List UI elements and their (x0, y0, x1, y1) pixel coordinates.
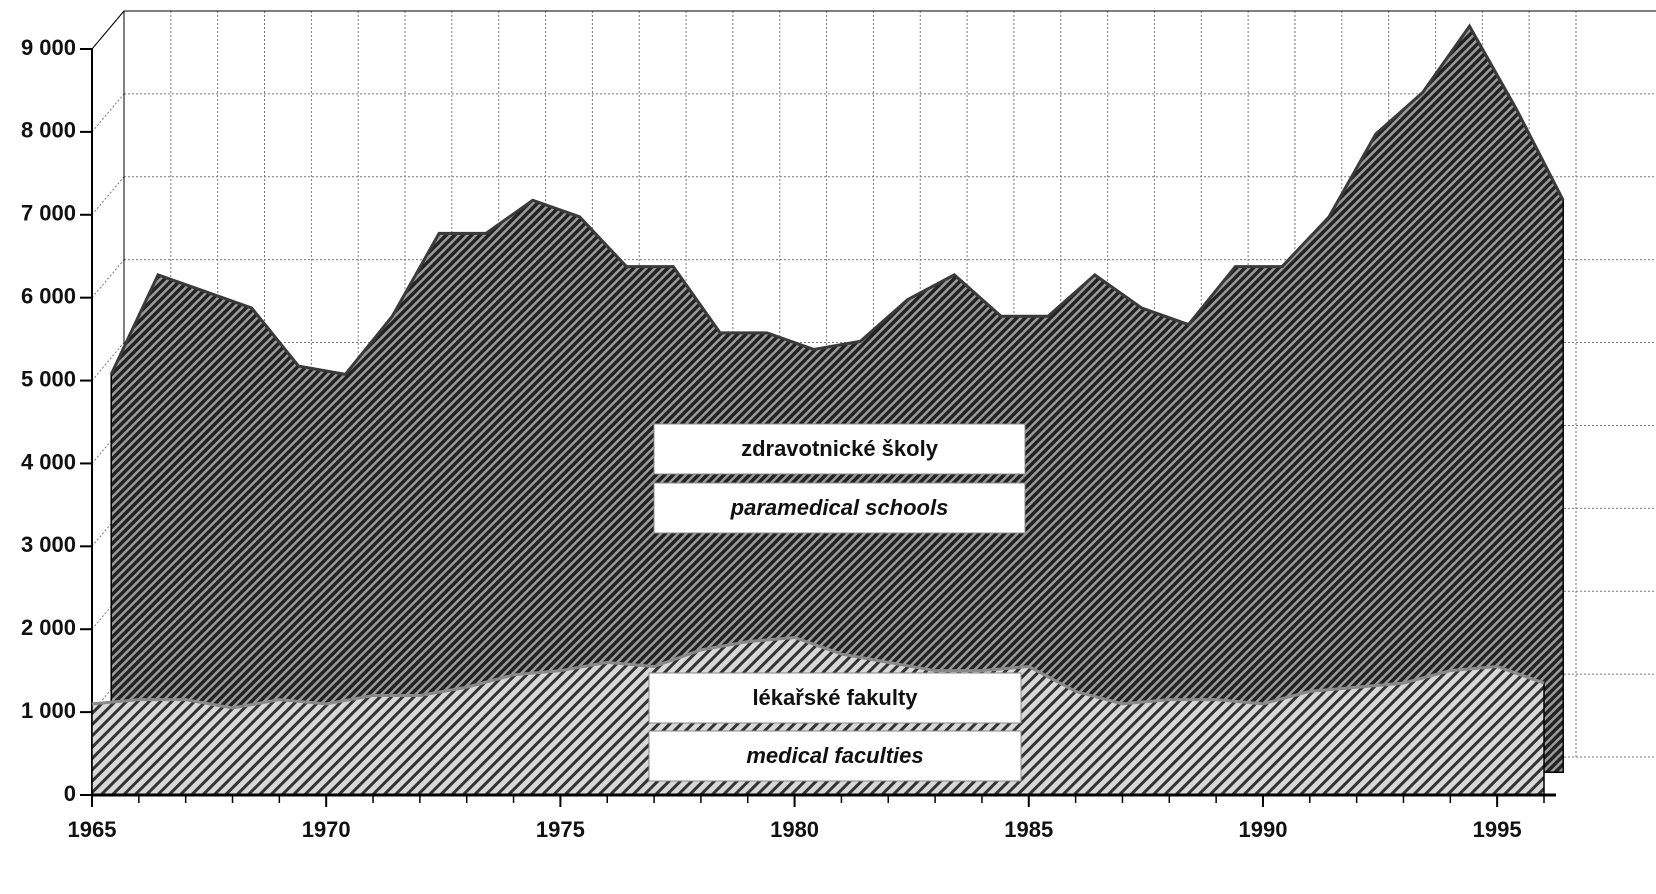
x-tick-label: 1970 (302, 817, 351, 842)
series-label: lékařské fakulty (752, 685, 918, 710)
series-label: zdravotnické školy (741, 436, 939, 461)
label-box (648, 730, 1022, 782)
grid-line (91, 342, 125, 381)
y-tick-label: 8 000 (21, 118, 76, 143)
y-tick-label: 2 000 (21, 615, 76, 640)
y-tick-label: 7 000 (21, 201, 76, 226)
axis (91, 10, 125, 50)
y-tick-label: 5 000 (21, 366, 76, 391)
label-box (653, 482, 1026, 534)
grid-line (91, 176, 125, 216)
label-box (653, 423, 1026, 475)
x-tick-label: 1980 (770, 817, 819, 842)
ridge (91, 635, 1545, 710)
ridge (109, 23, 1565, 376)
x-tick-label: 1985 (1004, 817, 1053, 842)
x-tick-label: 1995 (1473, 817, 1522, 842)
series-label: paramedical schools (730, 495, 949, 520)
y-tick-label: 1 000 (21, 698, 76, 723)
label-box (648, 672, 1022, 724)
y-tick-label: 0 (64, 781, 76, 806)
y-tick-label: 9 000 (21, 35, 76, 60)
y-tick-label: 6 000 (21, 283, 76, 308)
y-tick-label: 4 000 (21, 449, 76, 474)
x-tick-label: 1965 (68, 817, 117, 842)
x-tick-label: 1975 (536, 817, 585, 842)
series-label: medical faculties (746, 743, 923, 768)
grid-line (91, 259, 125, 298)
y-tick-label: 3 000 (21, 532, 76, 557)
x-tick-label: 1990 (1238, 817, 1287, 842)
grid-line (91, 93, 125, 133)
